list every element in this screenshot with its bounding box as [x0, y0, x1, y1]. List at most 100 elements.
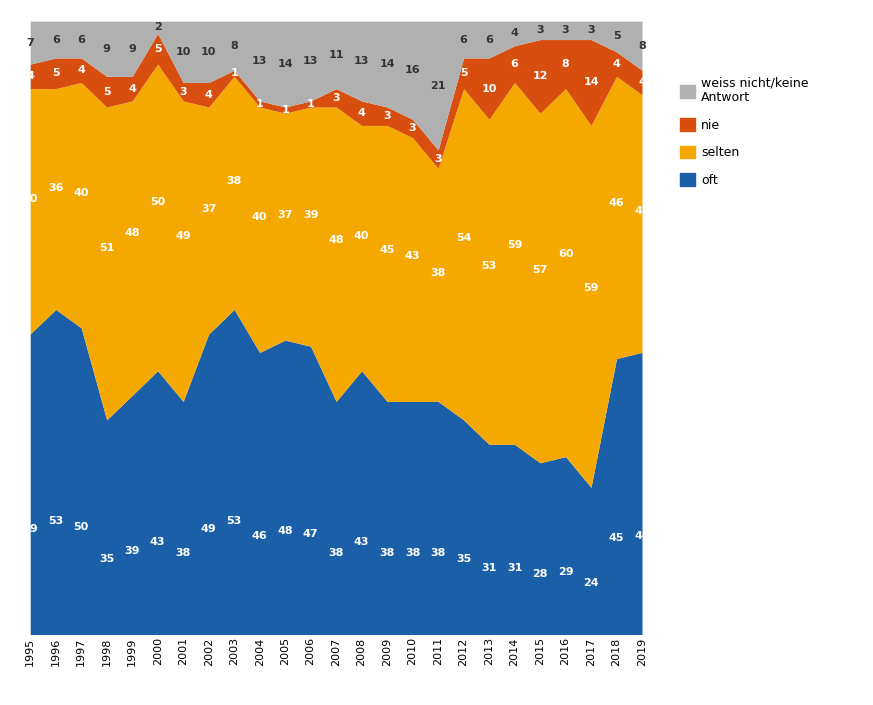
Text: 16: 16: [405, 66, 421, 75]
Text: 9: 9: [103, 44, 111, 54]
Text: 43: 43: [354, 537, 369, 547]
Text: 48: 48: [124, 228, 140, 238]
Text: 1: 1: [306, 99, 314, 109]
Text: 35: 35: [456, 554, 471, 565]
Text: 6: 6: [485, 35, 493, 44]
Text: 5: 5: [460, 68, 467, 78]
Text: 45: 45: [380, 245, 395, 255]
Text: 5: 5: [613, 32, 621, 42]
Text: 39: 39: [303, 209, 319, 220]
Text: 38: 38: [175, 548, 191, 558]
Text: 8: 8: [230, 41, 238, 51]
Text: 50: 50: [150, 197, 165, 207]
Text: 6: 6: [52, 35, 59, 44]
Text: 31: 31: [481, 563, 497, 573]
Text: 40: 40: [73, 188, 89, 198]
Text: 46: 46: [251, 531, 267, 541]
Text: 36: 36: [48, 183, 64, 193]
Text: 4: 4: [613, 59, 621, 69]
Text: 40: 40: [252, 212, 267, 222]
Text: 13: 13: [303, 56, 319, 66]
Text: 1: 1: [281, 105, 289, 115]
Text: 3: 3: [383, 111, 391, 121]
Text: 5: 5: [154, 44, 162, 54]
Text: 3: 3: [409, 123, 416, 133]
Text: 53: 53: [481, 261, 497, 271]
Text: 4: 4: [204, 90, 213, 99]
Text: 60: 60: [558, 250, 574, 259]
Text: 38: 38: [380, 548, 395, 558]
Text: 40: 40: [23, 194, 38, 204]
Text: 5: 5: [52, 68, 59, 78]
Text: 3: 3: [561, 25, 569, 35]
Text: 24: 24: [583, 578, 599, 588]
Text: 49: 49: [201, 525, 217, 534]
Text: 31: 31: [507, 563, 522, 573]
Text: 38: 38: [430, 268, 446, 278]
Text: 53: 53: [48, 516, 64, 526]
Text: 46: 46: [634, 531, 650, 541]
Text: 53: 53: [226, 516, 242, 526]
Text: 54: 54: [456, 233, 471, 243]
Text: 59: 59: [507, 240, 522, 250]
Text: 10: 10: [175, 47, 191, 57]
Text: 57: 57: [533, 266, 547, 276]
Text: 35: 35: [99, 554, 114, 565]
Text: 38: 38: [405, 548, 420, 558]
Text: 1: 1: [230, 68, 238, 78]
Text: 7: 7: [26, 37, 34, 48]
Text: 4: 4: [638, 78, 646, 87]
Text: 38: 38: [226, 176, 242, 186]
Text: 21: 21: [430, 80, 446, 90]
Text: 46: 46: [608, 198, 624, 208]
Text: 29: 29: [558, 568, 574, 577]
Text: 6: 6: [77, 35, 86, 44]
Text: 12: 12: [533, 71, 547, 81]
Text: 3: 3: [179, 87, 187, 97]
Text: 45: 45: [608, 533, 624, 543]
Text: 4: 4: [128, 84, 136, 94]
Text: 51: 51: [99, 243, 114, 253]
Text: 6: 6: [459, 35, 468, 44]
Text: 5: 5: [103, 87, 111, 97]
Text: 3: 3: [588, 25, 595, 35]
Text: 49: 49: [175, 231, 191, 241]
Text: 9: 9: [128, 44, 136, 54]
Text: 38: 38: [328, 548, 344, 558]
Text: 14: 14: [278, 59, 293, 69]
Text: 10: 10: [481, 84, 497, 94]
Text: 4: 4: [77, 66, 86, 75]
Text: 3: 3: [434, 154, 442, 164]
Text: 48: 48: [278, 527, 293, 537]
Text: 37: 37: [278, 210, 292, 220]
Text: 6: 6: [511, 59, 519, 69]
Text: 50: 50: [73, 522, 89, 532]
Text: 47: 47: [303, 529, 319, 539]
Text: 13: 13: [252, 56, 267, 66]
Text: 8: 8: [638, 41, 646, 51]
Text: 11: 11: [328, 50, 344, 60]
Text: 13: 13: [354, 56, 369, 66]
Text: 3: 3: [333, 93, 340, 103]
Text: 37: 37: [201, 204, 217, 214]
Text: 28: 28: [533, 570, 547, 580]
Text: 1: 1: [256, 99, 264, 109]
Text: 3: 3: [536, 25, 544, 35]
Text: 43: 43: [150, 537, 165, 547]
Text: 14: 14: [583, 78, 599, 87]
Text: 2: 2: [154, 23, 162, 32]
Text: 49: 49: [23, 525, 38, 534]
Text: 40: 40: [354, 231, 369, 241]
Legend: weiss nicht/keine
Antwort, nie, selten, oft: weiss nicht/keine Antwort, nie, selten, …: [680, 76, 809, 187]
Text: 39: 39: [125, 546, 140, 556]
Text: 43: 43: [405, 252, 420, 262]
Text: 14: 14: [379, 59, 395, 69]
Text: 4: 4: [358, 108, 366, 118]
Text: 38: 38: [430, 548, 446, 558]
Text: 48: 48: [328, 235, 344, 245]
Text: 4: 4: [511, 28, 519, 38]
Text: 4: 4: [26, 71, 34, 81]
Text: 59: 59: [583, 283, 599, 293]
Text: 8: 8: [561, 59, 569, 69]
Text: 42: 42: [634, 206, 650, 216]
